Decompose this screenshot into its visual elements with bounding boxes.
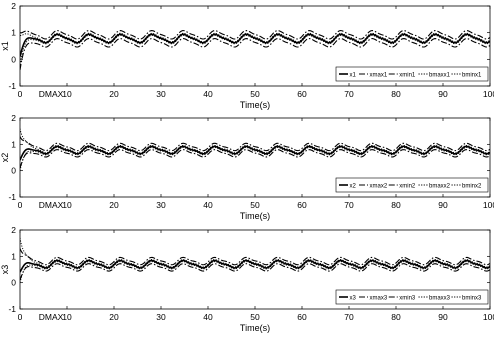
x-tick-label: 100	[483, 89, 494, 99]
x-tick-label: 90	[438, 200, 448, 210]
legend-label-bminx1: bminx1	[462, 73, 482, 79]
x-tick-label: 70	[344, 200, 354, 210]
legend-label-x2: x2	[350, 184, 357, 190]
legend-label-bmaxx3: bmaxx3	[429, 296, 451, 302]
series-line-xmax1	[20, 30, 490, 40]
series-line-xmax2	[20, 136, 490, 152]
x-tick-label: 50	[250, 312, 260, 322]
legend-label-xmin1: xmin1	[399, 73, 416, 79]
series-line-bmaxx1	[20, 32, 490, 43]
y-tick-label: 0	[11, 54, 16, 64]
x-tick-label: 40	[203, 200, 213, 210]
legend-label-bminx3: bminx3	[462, 296, 482, 302]
x-tick-label: 60	[297, 200, 307, 210]
x-tick-label: 80	[391, 89, 401, 99]
x-tick-label: 20	[109, 200, 119, 210]
subplot-2: 0102030405060708090100-1012DMAXTime(s)x2…	[0, 113, 494, 221]
series-line-x2	[20, 145, 490, 161]
series-line-xmin2	[20, 149, 490, 169]
x-tick-label: 30	[156, 89, 166, 99]
x-tick-label: 60	[297, 312, 307, 322]
x-tick-label: 10	[62, 89, 72, 99]
legend: x3 xmax3 xmin3 bmaxx3 bminx3	[335, 289, 489, 305]
y-axis-label: x1	[0, 41, 10, 51]
x-tick-label: 40	[203, 89, 213, 99]
x-tick-label: 90	[438, 89, 448, 99]
legend-label-bmaxx2: bmaxx2	[429, 184, 451, 190]
legend-box	[335, 177, 489, 193]
legend-label-bminx2: bminx2	[462, 184, 482, 190]
x-tick-label: 0	[18, 89, 23, 99]
dmax-label: DMAX	[39, 312, 64, 322]
x-tick-label: 90	[438, 312, 448, 322]
x-axis-label: Time(s)	[240, 100, 270, 110]
y-tick-label: 2	[11, 113, 16, 123]
x-tick-label: 30	[156, 312, 166, 322]
legend: x2 xmax2 xmin2 bmaxx2 bminx2	[335, 177, 489, 193]
y-tick-label: 0	[11, 278, 16, 288]
x-tick-label: 20	[109, 312, 119, 322]
x-tick-label: 100	[483, 312, 494, 322]
y-tick-label: 1	[11, 251, 16, 261]
dmax-label: DMAX	[39, 89, 64, 99]
y-tick-label: -1	[8, 81, 16, 91]
y-tick-label: 0	[11, 166, 16, 176]
legend-label-bmaxx1: bmaxx1	[429, 73, 451, 79]
y-tick-label: 1	[11, 28, 16, 38]
series-line-xmin1	[20, 38, 490, 71]
x-axis-label: Time(s)	[240, 323, 270, 333]
x-tick-label: 60	[297, 89, 307, 99]
legend-label-xmin3: xmin3	[399, 296, 416, 302]
dmax-label: DMAX	[39, 200, 64, 210]
y-tick-label: 1	[11, 139, 16, 149]
x-tick-label: 80	[391, 312, 401, 322]
x-tick-label: 10	[62, 200, 72, 210]
x-tick-label: 0	[18, 200, 23, 210]
x-tick-label: 70	[344, 89, 354, 99]
legend-label-xmax3: xmax3	[370, 296, 388, 302]
series-line-bminx2	[20, 147, 490, 171]
x-tick-label: 50	[250, 89, 260, 99]
y-tick-label: -1	[8, 192, 16, 202]
series-line-x1	[20, 33, 490, 57]
legend-label-xmin2: xmin2	[399, 184, 416, 190]
x-tick-label: 50	[250, 200, 260, 210]
y-tick-label: -1	[8, 304, 16, 314]
y-tick-label: 2	[11, 225, 16, 235]
subplot-1: 0102030405060708090100-1012DMAXTime(s)x1…	[0, 1, 494, 110]
series-line-bmaxx3	[20, 237, 490, 268]
x-tick-label: 70	[344, 312, 354, 322]
legend-box	[335, 289, 489, 305]
x-tick-label: 0	[18, 312, 23, 322]
legend-label-xmax2: xmax2	[370, 184, 388, 190]
series-line-xmax3	[20, 248, 490, 266]
series-line-x3	[20, 259, 490, 273]
subplot-3: 0102030405060708090100-1012DMAXTime(s)x3…	[0, 225, 494, 333]
legend: x1 xmax1 xmin1 bmaxx1 bminx1	[335, 66, 489, 82]
x-tick-label: 10	[62, 312, 72, 322]
x-tick-label: 30	[156, 200, 166, 210]
legend-label-x3: x3	[350, 296, 357, 302]
series-line-bmaxx2	[20, 128, 490, 154]
legend-label-xmax1: xmax1	[370, 73, 388, 79]
y-axis-label: x2	[0, 153, 10, 163]
y-tick-label: 2	[11, 1, 16, 11]
legend-box	[335, 66, 489, 82]
x-axis-label: Time(s)	[240, 211, 270, 221]
x-tick-label: 40	[203, 312, 213, 322]
y-axis-label: x3	[0, 265, 10, 275]
series-line-xmin3	[20, 263, 490, 281]
x-tick-label: 20	[109, 89, 119, 99]
x-tick-label: 80	[391, 200, 401, 210]
legend-label-x1: x1	[350, 73, 357, 79]
x-tick-label: 100	[483, 200, 494, 210]
